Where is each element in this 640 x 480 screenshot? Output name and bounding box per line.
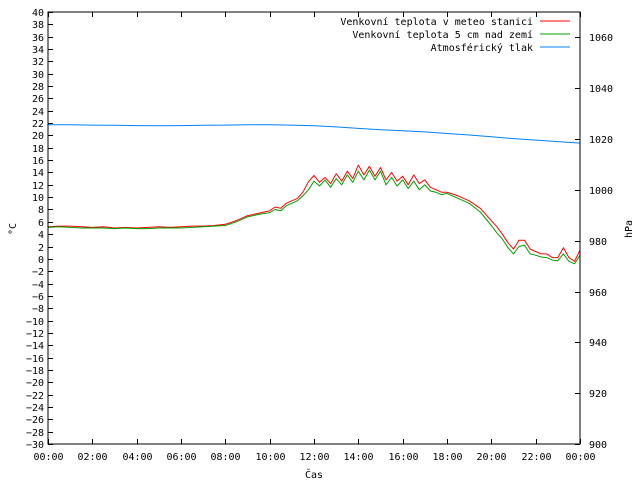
y-tick-label: 34 [32,45,44,56]
y-tick-label: 38 [32,20,44,31]
y2-tick-label: 960 [589,288,607,299]
series-line-2 [48,124,581,144]
x-tick-label: 20:00 [476,452,506,463]
series-line-0 [47,164,581,262]
x-tick-label: 06:00 [166,452,196,463]
y-tick-label: 28 [32,82,44,93]
y2-tick-label: 900 [589,440,607,451]
legend-label-temp-ground: Venkovní teplota 5 cm nad zemí [352,29,533,41]
y-tick-label: −16 [26,354,44,365]
x-tick-label: 02:00 [77,452,107,463]
y-tick-label: 20 [32,131,44,142]
y-tick-label: 0 [38,255,44,266]
tick-labels: 4038363432302826242220181614121086420−2−… [26,8,613,463]
y-tick-label: 6 [38,218,44,229]
legend-label-pressure: Atmosférický tlak [431,42,533,54]
y-tick-label: −28 [26,428,44,439]
y-tick-label: −18 [26,366,44,377]
y-tick-label: −14 [26,341,44,352]
x-tick-label: 22:00 [521,452,551,463]
y-tick-label: −26 [26,415,44,426]
y-tick-label: 24 [32,107,44,118]
y-tick-label: −10 [26,317,44,328]
x-tick-label: 16:00 [388,452,418,463]
y-tick-label: 22 [32,119,44,130]
ticks [48,12,581,445]
y-tick-label: 8 [38,205,44,216]
x-axis-title: Čas [305,468,323,480]
y2-tick-label: 1040 [589,84,613,95]
y-tick-label: −24 [26,403,44,414]
x-tick-label: 08:00 [210,452,240,463]
y-tick-label: 32 [32,57,44,68]
y2-axis-title: hPa [624,220,635,238]
y2-tick-label: 920 [589,389,607,400]
y-tick-label: 30 [32,70,44,81]
x-tick-label: 14:00 [343,452,373,463]
y-tick-label: 16 [32,156,44,167]
y-tick-label: 18 [32,144,44,155]
x-tick-label: 12:00 [299,452,329,463]
y-tick-label: −6 [32,292,44,303]
x-tick-label: 00:00 [33,452,63,463]
y2-tick-label: 1020 [589,135,613,146]
y-tick-label: −12 [26,329,44,340]
x-tick-label: 10:00 [255,452,285,463]
x-tick-label: 04:00 [122,452,152,463]
y-tick-label: −8 [32,304,44,315]
y-tick-label: −4 [32,280,44,291]
y2-tick-label: 1060 [589,33,613,44]
y-tick-label: 12 [32,181,44,192]
y-tick-label: 26 [32,94,44,105]
y-tick-label: −30 [26,440,44,451]
y-tick-label: 40 [32,8,44,19]
y-tick-label: 36 [32,33,44,44]
y-tick-label: −2 [32,267,44,278]
y-tick-label: 10 [32,193,44,204]
y-axis-title: °C [8,223,19,235]
x-tick-label: 00:00 [565,452,595,463]
y-tick-label: −20 [26,378,44,389]
legend: Venkovní teplota v meteo stanici Venkovn… [340,16,570,54]
y2-tick-label: 1000 [589,186,613,197]
y2-tick-label: 980 [589,237,607,248]
legend-label-temp-station: Venkovní teplota v meteo stanici [340,16,533,28]
y2-tick-label: 940 [589,338,607,349]
x-tick-label: 18:00 [432,452,462,463]
y-tick-label: 2 [38,243,44,254]
series-layer [47,124,581,265]
series-line-1 [47,169,581,265]
y-tick-label: 14 [32,168,44,179]
y-tick-label: −22 [26,391,44,402]
y-tick-label: 4 [38,230,44,241]
